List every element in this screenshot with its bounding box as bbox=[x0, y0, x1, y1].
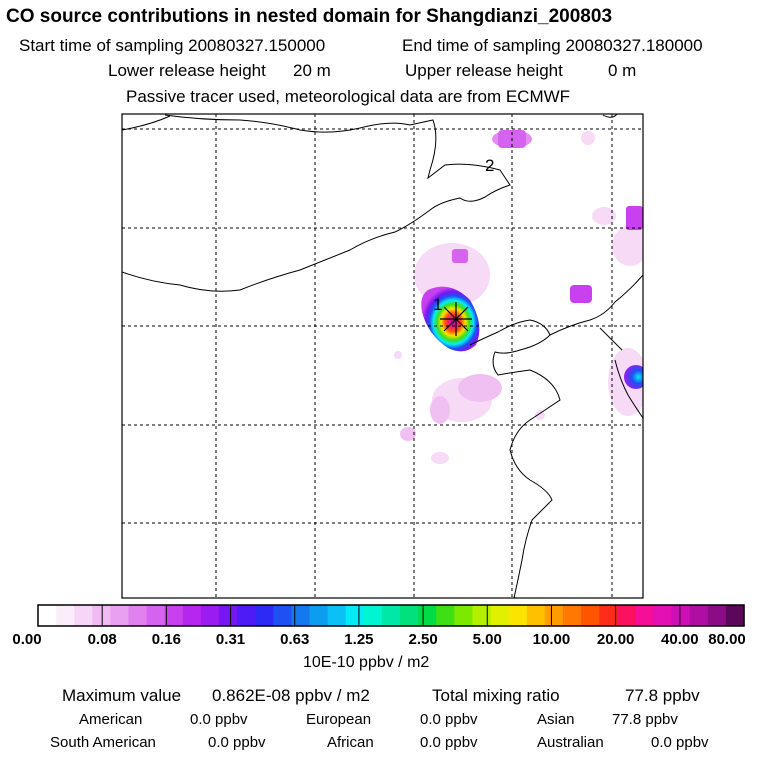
map-content bbox=[122, 114, 643, 598]
marker-label-2: 2 bbox=[485, 156, 494, 175]
colorbar bbox=[38, 605, 745, 626]
colorbar-tick-label: 1.25 bbox=[344, 631, 374, 648]
region-european-value: 0.0 ppbv bbox=[420, 711, 478, 728]
colorbar-swatch bbox=[653, 605, 673, 626]
colorbar-tick-label: 0.00 bbox=[12, 631, 42, 648]
colorbar-swatch bbox=[472, 605, 492, 626]
lower-release-label: Lower release height bbox=[108, 61, 266, 80]
colorbar-swatch bbox=[490, 605, 510, 626]
colorbar-swatch bbox=[454, 605, 474, 626]
colorbar-swatch bbox=[562, 605, 582, 626]
map-frame bbox=[121, 113, 644, 599]
colorbar-swatch bbox=[128, 605, 148, 626]
colorbar-tick-label: 10.00 bbox=[532, 631, 571, 648]
upper-release-label: Upper release height bbox=[405, 61, 563, 80]
max-value-label: Maximum value bbox=[62, 686, 182, 705]
colorbar-swatch bbox=[381, 605, 401, 626]
colorbar-tick-label: 80.00 bbox=[708, 631, 746, 648]
colorbar-swatch bbox=[526, 605, 546, 626]
colorbar-units: 10E-10 ppbv / m2 bbox=[303, 654, 430, 671]
colorbar-dividers bbox=[101, 605, 681, 626]
colorbar-swatch bbox=[273, 605, 293, 626]
colorbar-swatch bbox=[74, 605, 93, 626]
region-american-value: 0.0 ppbv bbox=[190, 711, 248, 728]
colorbar-swatch bbox=[146, 605, 166, 626]
colorbar-frame bbox=[37, 604, 745, 627]
region-african-value: 0.0 ppbv bbox=[420, 734, 478, 751]
colorbar-swatch bbox=[92, 605, 112, 626]
colorbar-swatch bbox=[237, 605, 256, 626]
colorbar-swatch bbox=[544, 605, 564, 626]
coastlines bbox=[122, 114, 643, 598]
region-asian-label: Asian bbox=[537, 711, 575, 728]
colorbar-swatch bbox=[38, 605, 57, 626]
colorbar-swatch bbox=[689, 605, 709, 626]
region-south-american-label: South American bbox=[50, 734, 156, 751]
upper-release-value: 0 m bbox=[608, 61, 637, 80]
colorbar-swatch bbox=[436, 605, 455, 626]
colorbar-swatch bbox=[200, 605, 220, 626]
colorbar-swatch bbox=[400, 605, 419, 626]
region-south-american-value: 0.0 ppbv bbox=[208, 734, 266, 751]
concentration-patches bbox=[452, 130, 643, 389]
colorbar-tick-label: 5.00 bbox=[472, 631, 502, 648]
colorbar-swatch bbox=[164, 605, 184, 626]
receptor-marker bbox=[440, 302, 472, 336]
region-asian-value: 77.8 ppbv bbox=[612, 711, 678, 728]
colorbar-tick-label: 2.50 bbox=[408, 631, 438, 648]
colorbar-swatch bbox=[309, 605, 329, 626]
max-value: 0.862E-08 ppbv / m2 bbox=[212, 686, 370, 705]
colorbar-swatch bbox=[56, 605, 75, 626]
colorbar-swatch bbox=[725, 605, 745, 626]
colorbar-swatch bbox=[219, 605, 238, 626]
colorbar-swatch bbox=[707, 605, 727, 626]
region-african-label: African bbox=[327, 734, 374, 751]
total-mixing-label: Total mixing ratio bbox=[432, 686, 560, 705]
colorbar-tick-label: 0.08 bbox=[87, 631, 117, 648]
colorbar-swatch bbox=[617, 605, 636, 626]
end-time-label: End time of sampling 20080327.180000 bbox=[402, 36, 703, 55]
region-european-label: European bbox=[306, 711, 372, 728]
colorbar-swatch bbox=[255, 605, 274, 626]
colorbar-swatch bbox=[110, 605, 130, 626]
colorbar-tick-label: 0.16 bbox=[151, 631, 181, 648]
colorbar-tick-label: 0.31 bbox=[215, 631, 246, 648]
start-time-label: Start time of sampling 20080327.150000 bbox=[19, 36, 326, 55]
colorbar-swatch bbox=[345, 605, 365, 626]
colorbar-swatch bbox=[581, 605, 600, 626]
colorbar-tick-label: 20.00 bbox=[596, 631, 635, 648]
colorbar-swatch bbox=[182, 605, 202, 626]
colorbar-swatch bbox=[363, 605, 383, 626]
colorbar-swatch bbox=[418, 605, 437, 626]
lat-lon-grid bbox=[122, 114, 643, 598]
region-australian-value: 0.0 ppbv bbox=[651, 734, 709, 751]
colorbar-swatch bbox=[671, 605, 691, 626]
colorbar-swatch bbox=[291, 605, 311, 626]
lower-release-value: 20 m bbox=[293, 61, 331, 80]
colorbar-tick-label: 0.63 bbox=[280, 631, 310, 648]
region-australian-label: Australian bbox=[537, 734, 604, 751]
marker-label-1: 1 bbox=[433, 295, 442, 314]
total-mixing-value: 77.8 ppbv bbox=[625, 686, 700, 705]
colorbar-swatch bbox=[508, 605, 528, 626]
region-american-label: American bbox=[79, 711, 143, 728]
colorbar-swatch bbox=[327, 605, 347, 626]
colorbar-swatch bbox=[635, 605, 655, 626]
tracer-note: Passive tracer used, meteorological data… bbox=[126, 87, 571, 106]
colorbar-tick-label: 40.00 bbox=[661, 631, 699, 648]
map-title: CO source contributions in nested domain… bbox=[6, 6, 613, 27]
colorbar-swatch bbox=[599, 605, 618, 626]
